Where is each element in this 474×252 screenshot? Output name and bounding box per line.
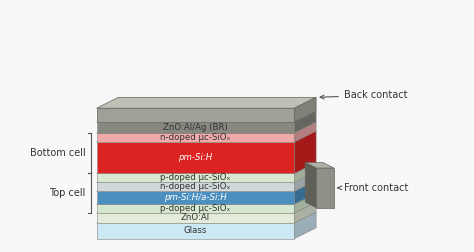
Text: pm-Si:H: pm-Si:H [178, 153, 212, 162]
Polygon shape [97, 131, 316, 142]
Polygon shape [294, 163, 316, 182]
Text: Glass: Glass [184, 226, 207, 235]
Bar [97, 204, 294, 213]
Polygon shape [294, 202, 316, 223]
Polygon shape [294, 172, 316, 191]
Text: p-doped μc-SiOₓ: p-doped μc-SiOₓ [160, 204, 231, 213]
Bar [97, 133, 294, 142]
Bar [97, 142, 294, 173]
Polygon shape [294, 180, 316, 204]
Polygon shape [294, 97, 316, 122]
Bar [97, 122, 294, 133]
Text: pm-Si:H/a-Si:H: pm-Si:H/a-Si:H [164, 193, 227, 202]
Bar [97, 213, 294, 223]
Polygon shape [305, 163, 316, 208]
Polygon shape [294, 212, 316, 239]
Polygon shape [316, 168, 334, 208]
Text: ZnO:Al/Ag (BR): ZnO:Al/Ag (BR) [163, 123, 228, 132]
Text: p-doped μc-SiOₓ: p-doped μc-SiOₓ [160, 173, 231, 182]
Text: n-doped μc-SiOₓ: n-doped μc-SiOₓ [160, 182, 231, 191]
Polygon shape [97, 180, 316, 191]
Polygon shape [294, 131, 316, 173]
Bar [97, 182, 294, 191]
Bar [97, 191, 294, 204]
Polygon shape [97, 172, 316, 182]
Bar [97, 108, 294, 122]
Bar [97, 223, 294, 239]
Polygon shape [97, 193, 316, 204]
Text: Bottom cell: Bottom cell [30, 148, 86, 158]
Polygon shape [294, 122, 316, 142]
Text: Back contact: Back contact [320, 90, 407, 100]
Polygon shape [294, 111, 316, 133]
Polygon shape [294, 193, 316, 213]
Bar [97, 173, 294, 182]
Polygon shape [305, 163, 334, 168]
Text: Top cell: Top cell [49, 188, 86, 198]
Polygon shape [97, 212, 316, 223]
Polygon shape [97, 97, 316, 108]
Polygon shape [97, 122, 316, 133]
Text: ZnO:Al: ZnO:Al [181, 213, 210, 223]
Polygon shape [97, 163, 316, 173]
Text: n-doped μc-SiOₓ: n-doped μc-SiOₓ [160, 133, 231, 142]
Polygon shape [97, 111, 316, 122]
Text: Front contact: Front contact [338, 183, 408, 193]
Polygon shape [97, 202, 316, 213]
